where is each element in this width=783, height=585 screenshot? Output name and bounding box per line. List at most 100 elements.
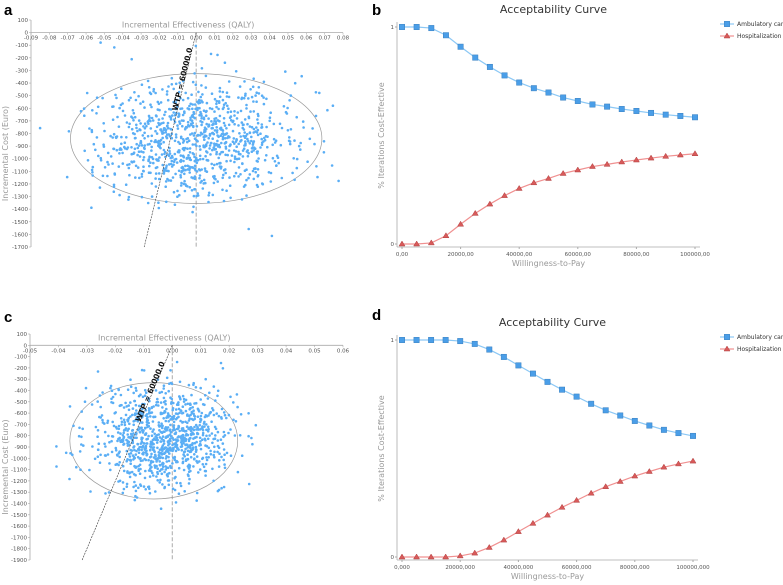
data-point [171,487,175,491]
data-point [135,409,138,412]
data-point [166,177,169,181]
data-point [174,445,177,448]
data-point [195,125,199,128]
data-point [172,111,175,114]
data-point [183,455,186,458]
data-point [173,139,177,143]
data-point [192,465,195,468]
data-point [178,193,181,197]
y-tick-label: -600 [15,411,28,417]
data-point [163,485,167,489]
data-point [170,132,174,136]
y-tick-label: -500 [15,400,28,406]
data-point [154,129,157,133]
data-point [216,394,219,398]
data-point [134,465,138,469]
data-point [156,400,160,404]
data-point [151,119,155,122]
y-tick-label: -400 [15,389,28,395]
x-tick-label: 40000,000 [504,565,534,571]
data-point [78,426,81,430]
legend-label: Ambulatory care [737,21,783,28]
data-point [112,185,116,188]
data-point [133,413,137,417]
y-tick-label: -1100 [11,468,27,474]
data-point [131,116,134,120]
data-point [216,430,220,434]
data-point [166,435,169,439]
data-point [211,467,214,471]
data-point [191,446,195,449]
data-point [83,149,86,153]
data-point [234,140,238,143]
data-point [255,159,259,163]
data-point [471,209,479,216]
x-tick-label: -0.09 [24,36,39,42]
data-point [256,168,260,171]
data-point [122,429,126,432]
data-point [176,189,179,193]
data-point [114,392,117,396]
data-point [181,405,185,409]
data-point [156,140,160,144]
data-point [67,130,71,133]
data-point [98,415,101,419]
data-point [161,435,165,438]
data-point [145,442,149,445]
data-point [128,475,132,479]
data-point [188,147,192,150]
data-point [108,441,111,444]
data-point [237,96,240,99]
data-point [125,482,129,486]
data-point [302,126,305,129]
data-point [154,185,158,188]
data-point [167,389,170,393]
data-point [207,124,211,128]
data-point [195,448,198,452]
series-line-ambulatory-care [402,26,696,118]
x-tick-label: -0.07 [61,36,76,42]
data-point [140,144,144,147]
data-point [254,170,257,174]
data-point [201,463,205,466]
data-point [113,46,116,49]
data-point [233,114,236,117]
data-point [152,449,156,452]
data-point [326,108,329,112]
data-point [234,70,238,73]
data-point [236,111,240,114]
data-point [180,181,183,185]
data-point [128,471,132,474]
data-point [224,101,227,105]
data-point [100,414,104,417]
data-point [322,151,326,154]
data-point [103,442,106,446]
data-point [179,409,183,413]
data-point [182,169,185,172]
data-point [125,438,128,442]
data-point [141,134,145,137]
data-point [129,462,132,466]
data-point [143,402,146,406]
x-tick-label: 0.02 [223,348,235,354]
data-point [117,165,121,168]
data-point [109,155,113,158]
data-point [191,152,195,155]
data-point [135,449,138,453]
x-tick-label: 0.07 [319,36,332,42]
data-point [157,102,161,106]
data-point [219,167,223,170]
data-point [132,391,135,395]
data-point [168,149,171,153]
x-tick-label: -0.04 [51,348,66,354]
x-tick-label: 100000,000 [676,565,710,571]
data-point [246,137,249,141]
data-point [161,483,164,486]
data-point [232,418,235,422]
data-point [172,87,175,91]
data-point [604,103,611,110]
data-point [443,32,449,39]
data-point [55,465,58,468]
panel-label-c: c [4,309,12,326]
